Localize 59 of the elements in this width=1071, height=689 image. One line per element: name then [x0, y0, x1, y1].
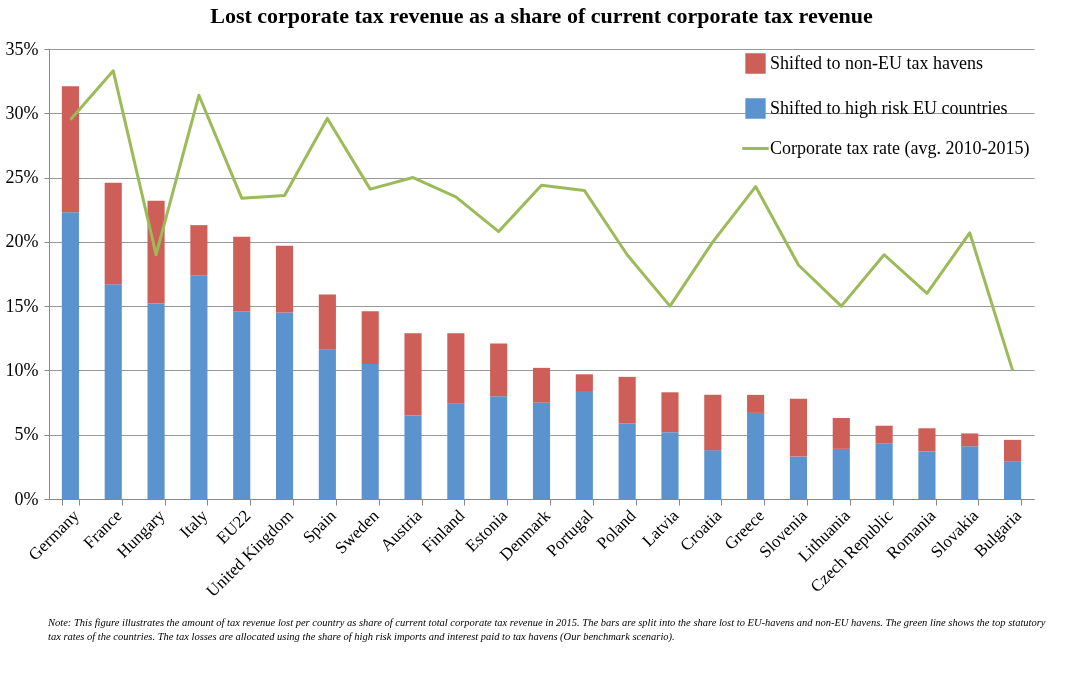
bar [575, 374, 593, 391]
bar [789, 398, 808, 457]
y-tick-label: 15% [5, 295, 39, 316]
bar [447, 333, 465, 404]
y-tick-label: 20% [5, 231, 39, 252]
y-tick-label: 10% [5, 359, 39, 380]
y-tick-label: 0% [14, 488, 39, 509]
bar [747, 394, 765, 413]
bar [147, 303, 165, 499]
bar [961, 433, 979, 447]
bar [490, 343, 508, 397]
bar [404, 415, 422, 499]
bar [789, 456, 808, 499]
legend-label: Shifted to high risk EU countries [770, 97, 1008, 118]
bar [361, 364, 379, 499]
bar [447, 403, 465, 499]
bar [661, 392, 679, 433]
chart-title: Lost corporate tax revenue as a share of current corporate tax revenue [210, 3, 873, 28]
bar [233, 236, 251, 312]
bar [190, 275, 208, 499]
y-tick-label: 30% [5, 102, 39, 123]
y-tick-label: 35% [5, 38, 39, 59]
bar [404, 333, 422, 416]
bar [532, 367, 551, 403]
bar [704, 394, 722, 451]
bar [1004, 461, 1022, 499]
bar [618, 376, 636, 424]
bar [1004, 439, 1022, 462]
bar [275, 312, 294, 499]
bar [832, 418, 850, 449]
text: Note: This figure illustrates the amount of tax revenue lost per country as share of current total corporate tax revenue in 2015. The bars are split into the share lost to EU-havens and non-EU havens. The green line shows the top statutory tax rates of the countries. The tax losses are allocated using the share of high risk imports and interest paid to tax havens (Our benchmark scenario). [48, 616, 1047, 645]
bar [61, 86, 79, 213]
bar [918, 428, 936, 452]
bar [575, 391, 593, 499]
bar [532, 402, 551, 499]
bar [104, 182, 122, 285]
y-tick-label: 25% [5, 167, 39, 188]
bar [961, 446, 979, 499]
bar [661, 432, 679, 499]
bar [318, 294, 336, 350]
y-tick-label: 5% [14, 424, 39, 445]
bar [704, 450, 722, 499]
bar [918, 451, 936, 499]
bar [490, 396, 508, 499]
bar [832, 448, 850, 499]
bar [61, 212, 79, 499]
bar [747, 412, 765, 499]
bar [875, 443, 893, 499]
bar [361, 311, 379, 364]
legend-label: Corporate tax rate (avg. 2010-2015) [770, 137, 1030, 159]
bar [104, 284, 122, 499]
bar [875, 425, 893, 444]
bar [233, 311, 251, 499]
bar [275, 245, 294, 313]
x-tick-label: Italy [175, 505, 212, 542]
bar [318, 349, 336, 499]
legend-label: Shifted to non-EU tax havens [770, 52, 983, 73]
bar [190, 225, 208, 276]
bar [618, 423, 636, 499]
